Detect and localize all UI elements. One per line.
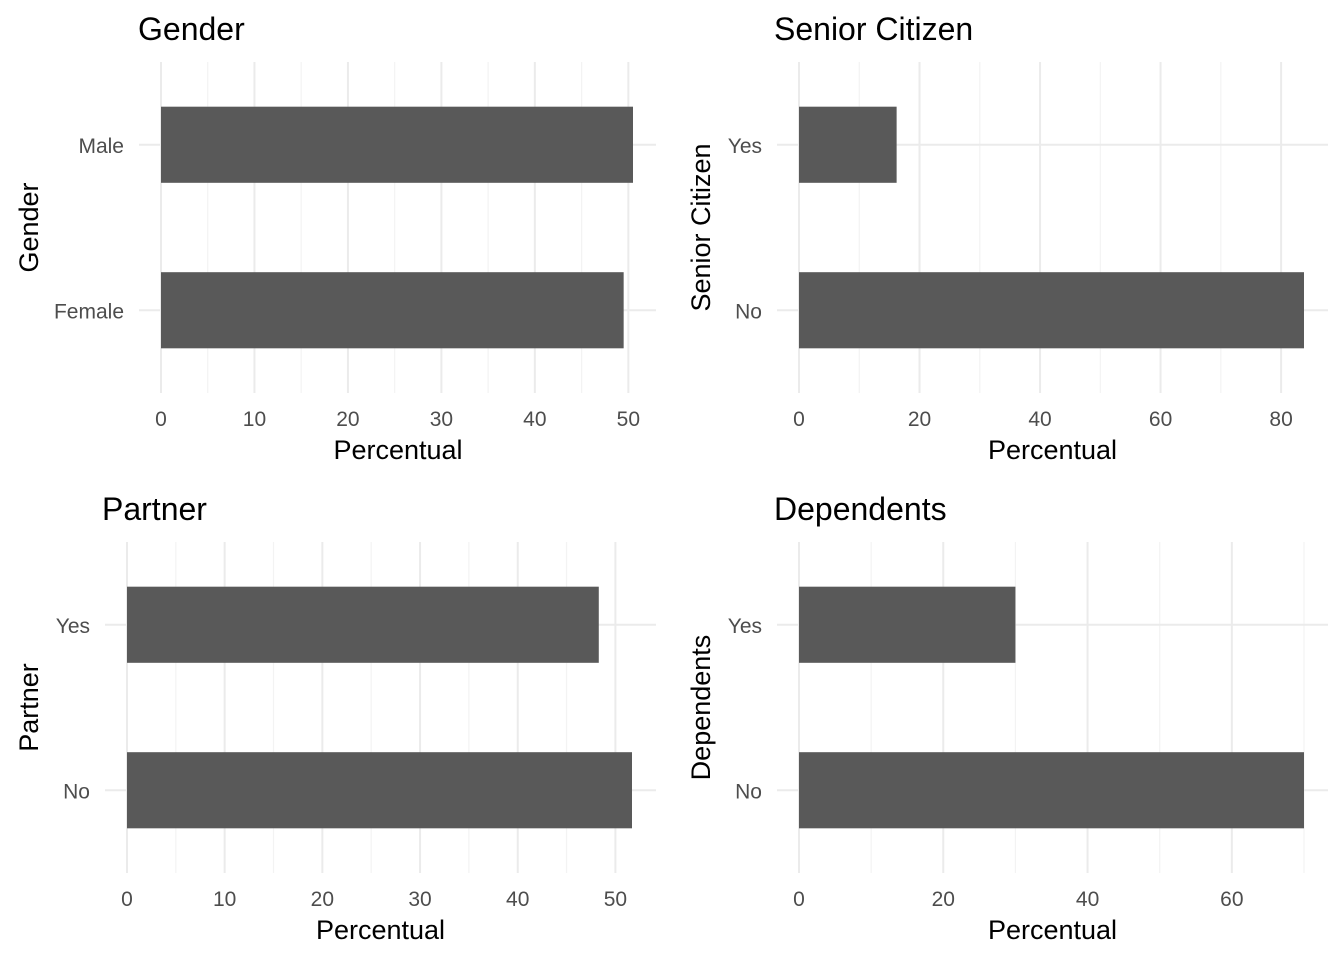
y-tick-label: Female — [54, 300, 124, 323]
y-tick-label: Yes — [56, 615, 90, 638]
y-axis-label: Gender — [14, 182, 44, 272]
x-axis-label: Percentual — [333, 435, 462, 465]
chart-title: Partner — [102, 491, 207, 527]
x-tick-label: 20 — [932, 888, 955, 911]
chart-title: Dependents — [774, 491, 947, 527]
bar-male — [161, 106, 633, 183]
bar-no — [799, 272, 1304, 349]
y-tick-label: Yes — [728, 615, 762, 638]
x-tick-label: 60 — [1220, 888, 1243, 911]
bar-yes — [799, 106, 897, 183]
x-axis-label: Percentual — [316, 915, 445, 945]
x-tick-label: 10 — [243, 408, 266, 431]
x-tick-label: 10 — [213, 888, 236, 911]
x-tick-label: 80 — [1269, 408, 1292, 431]
y-tick-label: No — [735, 780, 762, 803]
y-axis-label: Partner — [14, 663, 44, 752]
x-tick-label: 40 — [523, 408, 546, 431]
x-tick-label: 0 — [155, 408, 167, 431]
x-tick-label: 0 — [793, 888, 805, 911]
x-tick-label: 50 — [604, 888, 627, 911]
bar-yes — [127, 586, 599, 663]
y-tick-label: Yes — [728, 135, 762, 158]
chart-title: Senior Citizen — [774, 11, 973, 47]
x-tick-label: 60 — [1149, 408, 1172, 431]
x-tick-label: 20 — [908, 408, 931, 431]
x-axis-label: Percentual — [988, 435, 1117, 465]
x-tick-label: 30 — [408, 888, 431, 911]
x-tick-label: 0 — [121, 888, 133, 911]
bar-female — [161, 272, 624, 349]
x-tick-label: 40 — [1028, 408, 1051, 431]
y-tick-label: No — [735, 300, 762, 323]
x-tick-label: 40 — [1076, 888, 1099, 911]
x-tick-label: 20 — [311, 888, 334, 911]
x-tick-label: 40 — [506, 888, 529, 911]
x-axis-label: Percentual — [988, 915, 1117, 945]
x-tick-label: 30 — [430, 408, 453, 431]
y-axis-label: Senior Citizen — [686, 143, 716, 311]
bar-no — [127, 752, 632, 829]
bar-no — [799, 752, 1304, 829]
y-tick-label: No — [63, 780, 90, 803]
y-tick-label: Male — [78, 135, 124, 158]
chart-title: Gender — [138, 11, 245, 47]
x-tick-label: 20 — [336, 408, 359, 431]
y-axis-label: Dependents — [686, 635, 716, 781]
bar-yes — [799, 586, 1016, 663]
x-tick-label: 0 — [793, 408, 805, 431]
x-tick-label: 50 — [617, 408, 640, 431]
